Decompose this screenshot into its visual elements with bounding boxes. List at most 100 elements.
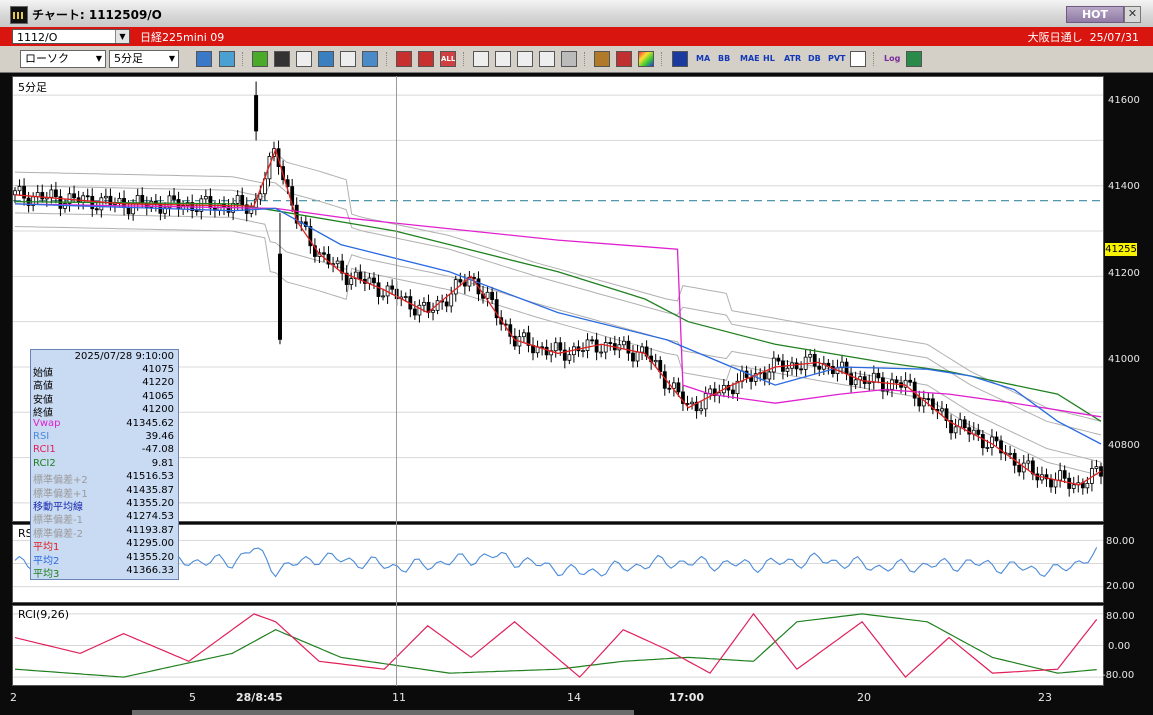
- rsi-line: [14, 547, 1098, 578]
- candle-body: [163, 207, 167, 214]
- ma-button[interactable]: MA: [696, 54, 711, 63]
- candle-body: [608, 342, 613, 344]
- horizontal-scrollbar[interactable]: [132, 710, 634, 715]
- candle-body: [908, 379, 913, 383]
- candle-body: [1058, 470, 1063, 481]
- candle-body: [444, 301, 449, 307]
- data-window-row: RCI1 -47.08: [33, 444, 174, 457]
- candle-body: [553, 342, 558, 352]
- data-label: 高値: [33, 381, 53, 393]
- candle-body: [940, 408, 944, 412]
- data-label: 標準偏差-2: [33, 528, 83, 540]
- log-button[interactable]: Log: [884, 54, 901, 63]
- rci-chart[interactable]: [13, 606, 1103, 685]
- candle-body: [903, 379, 908, 388]
- data-window-row: 高値 41220: [33, 377, 174, 393]
- hl-button[interactable]: HL: [763, 54, 775, 63]
- candle-settings-icon[interactable]: [539, 51, 555, 67]
- candle-body: [1094, 466, 1099, 469]
- price-axis-label: 41600: [1108, 95, 1140, 106]
- square-icon[interactable]: [850, 51, 866, 67]
- data-window-row: Vwap 41345.62: [33, 418, 174, 431]
- candle-body: [312, 245, 317, 257]
- chevron-down-icon[interactable]: ▼: [168, 54, 176, 63]
- grid-icon[interactable]: [672, 51, 688, 67]
- zoom-icon[interactable]: [196, 51, 212, 67]
- data-value: 41274.53: [126, 511, 174, 523]
- bar-chart-icon[interactable]: [517, 51, 533, 67]
- delete-selected-icon[interactable]: [418, 51, 434, 67]
- candle-body: [412, 308, 417, 316]
- palette-icon[interactable]: [638, 51, 654, 67]
- candle-body: [599, 351, 604, 354]
- candle-body: [126, 206, 131, 215]
- separator: [661, 52, 664, 66]
- candle-body: [640, 346, 644, 353]
- rci1-line: [14, 612, 1098, 678]
- candle-body: [785, 367, 790, 372]
- candle-body: [585, 339, 590, 351]
- chevron-down-icon[interactable]: ▼: [115, 30, 129, 43]
- candle-body: [994, 436, 999, 442]
- data-window-row: 平均1 41295.00: [33, 538, 174, 554]
- candle-body: [208, 196, 213, 209]
- mae-button[interactable]: MAE: [740, 54, 760, 63]
- db-button[interactable]: DB: [808, 54, 821, 63]
- candle-body: [626, 340, 631, 354]
- export-icon[interactable]: [906, 51, 922, 67]
- rsi-chart[interactable]: [13, 525, 1103, 602]
- candle-body: [808, 354, 813, 358]
- candle-body: [771, 357, 776, 373]
- rci-panel[interactable]: RCI(9,26): [12, 605, 1104, 686]
- delete-all-icon[interactable]: ALL: [440, 51, 456, 67]
- trash-icon[interactable]: [362, 51, 378, 67]
- candle-body: [422, 301, 426, 306]
- close-icon[interactable]: ✕: [1124, 6, 1141, 23]
- candle-body: [812, 354, 817, 367]
- candle-body: [544, 346, 549, 356]
- atr-button[interactable]: ATR: [784, 54, 802, 63]
- gear-icon[interactable]: [594, 51, 610, 67]
- data-window-row: 標準偏差-1 41274.53: [33, 511, 174, 527]
- crosshair-vertical: [396, 76, 397, 686]
- candle-body: [85, 195, 90, 198]
- time-axis-label: 14: [567, 691, 581, 704]
- data-value: 41345.62: [126, 417, 174, 429]
- crosshair-icon[interactable]: [473, 51, 489, 67]
- data-label: 標準偏差-1: [33, 515, 83, 527]
- delete-icon[interactable]: [396, 51, 412, 67]
- bb-button[interactable]: BB: [718, 54, 731, 63]
- data-label: 標準偏差+2: [33, 475, 88, 487]
- candle-body: [631, 352, 635, 362]
- candle-body: [235, 195, 240, 204]
- rsi-panel[interactable]: RSI: [12, 524, 1104, 603]
- window-icon[interactable]: [219, 51, 235, 67]
- cursor-icon[interactable]: [296, 51, 312, 67]
- data-label: 平均1: [33, 542, 60, 554]
- info-icon[interactable]: [561, 51, 577, 67]
- wrench-icon[interactable]: [616, 51, 632, 67]
- pvt-button[interactable]: PVT: [828, 54, 846, 63]
- toolbar: ローソク ▼ 5分足 ▼ ALL MA BB MAE HL ATR: [0, 46, 1153, 73]
- price-axis-label: 40800: [1108, 440, 1140, 451]
- symbol-select[interactable]: 1112/O ▼: [12, 29, 130, 44]
- time-axis-label: 23: [1038, 691, 1052, 704]
- candle-body: [980, 434, 985, 449]
- price-chart[interactable]: [13, 77, 1103, 521]
- interval-select[interactable]: 5分足 ▼: [109, 50, 179, 68]
- trend-tool-icon[interactable]: [274, 51, 290, 67]
- candle-body: [926, 398, 931, 401]
- draw-line-icon[interactable]: [252, 51, 268, 67]
- data-value: 41516.53: [126, 471, 174, 483]
- text-tool-icon[interactable]: [340, 51, 356, 67]
- candle-body: [685, 403, 690, 405]
- search-icon[interactable]: [495, 51, 511, 67]
- chart-type-select[interactable]: ローソク ▼: [20, 50, 106, 68]
- price-panel[interactable]: 5分足: [12, 76, 1104, 522]
- hot-button[interactable]: HOT: [1066, 6, 1124, 23]
- candle-body: [53, 189, 58, 198]
- separator: [873, 52, 876, 66]
- arrow-tool-icon[interactable]: [318, 51, 334, 67]
- chevron-down-icon[interactable]: ▼: [95, 54, 103, 63]
- candle-body: [853, 379, 858, 386]
